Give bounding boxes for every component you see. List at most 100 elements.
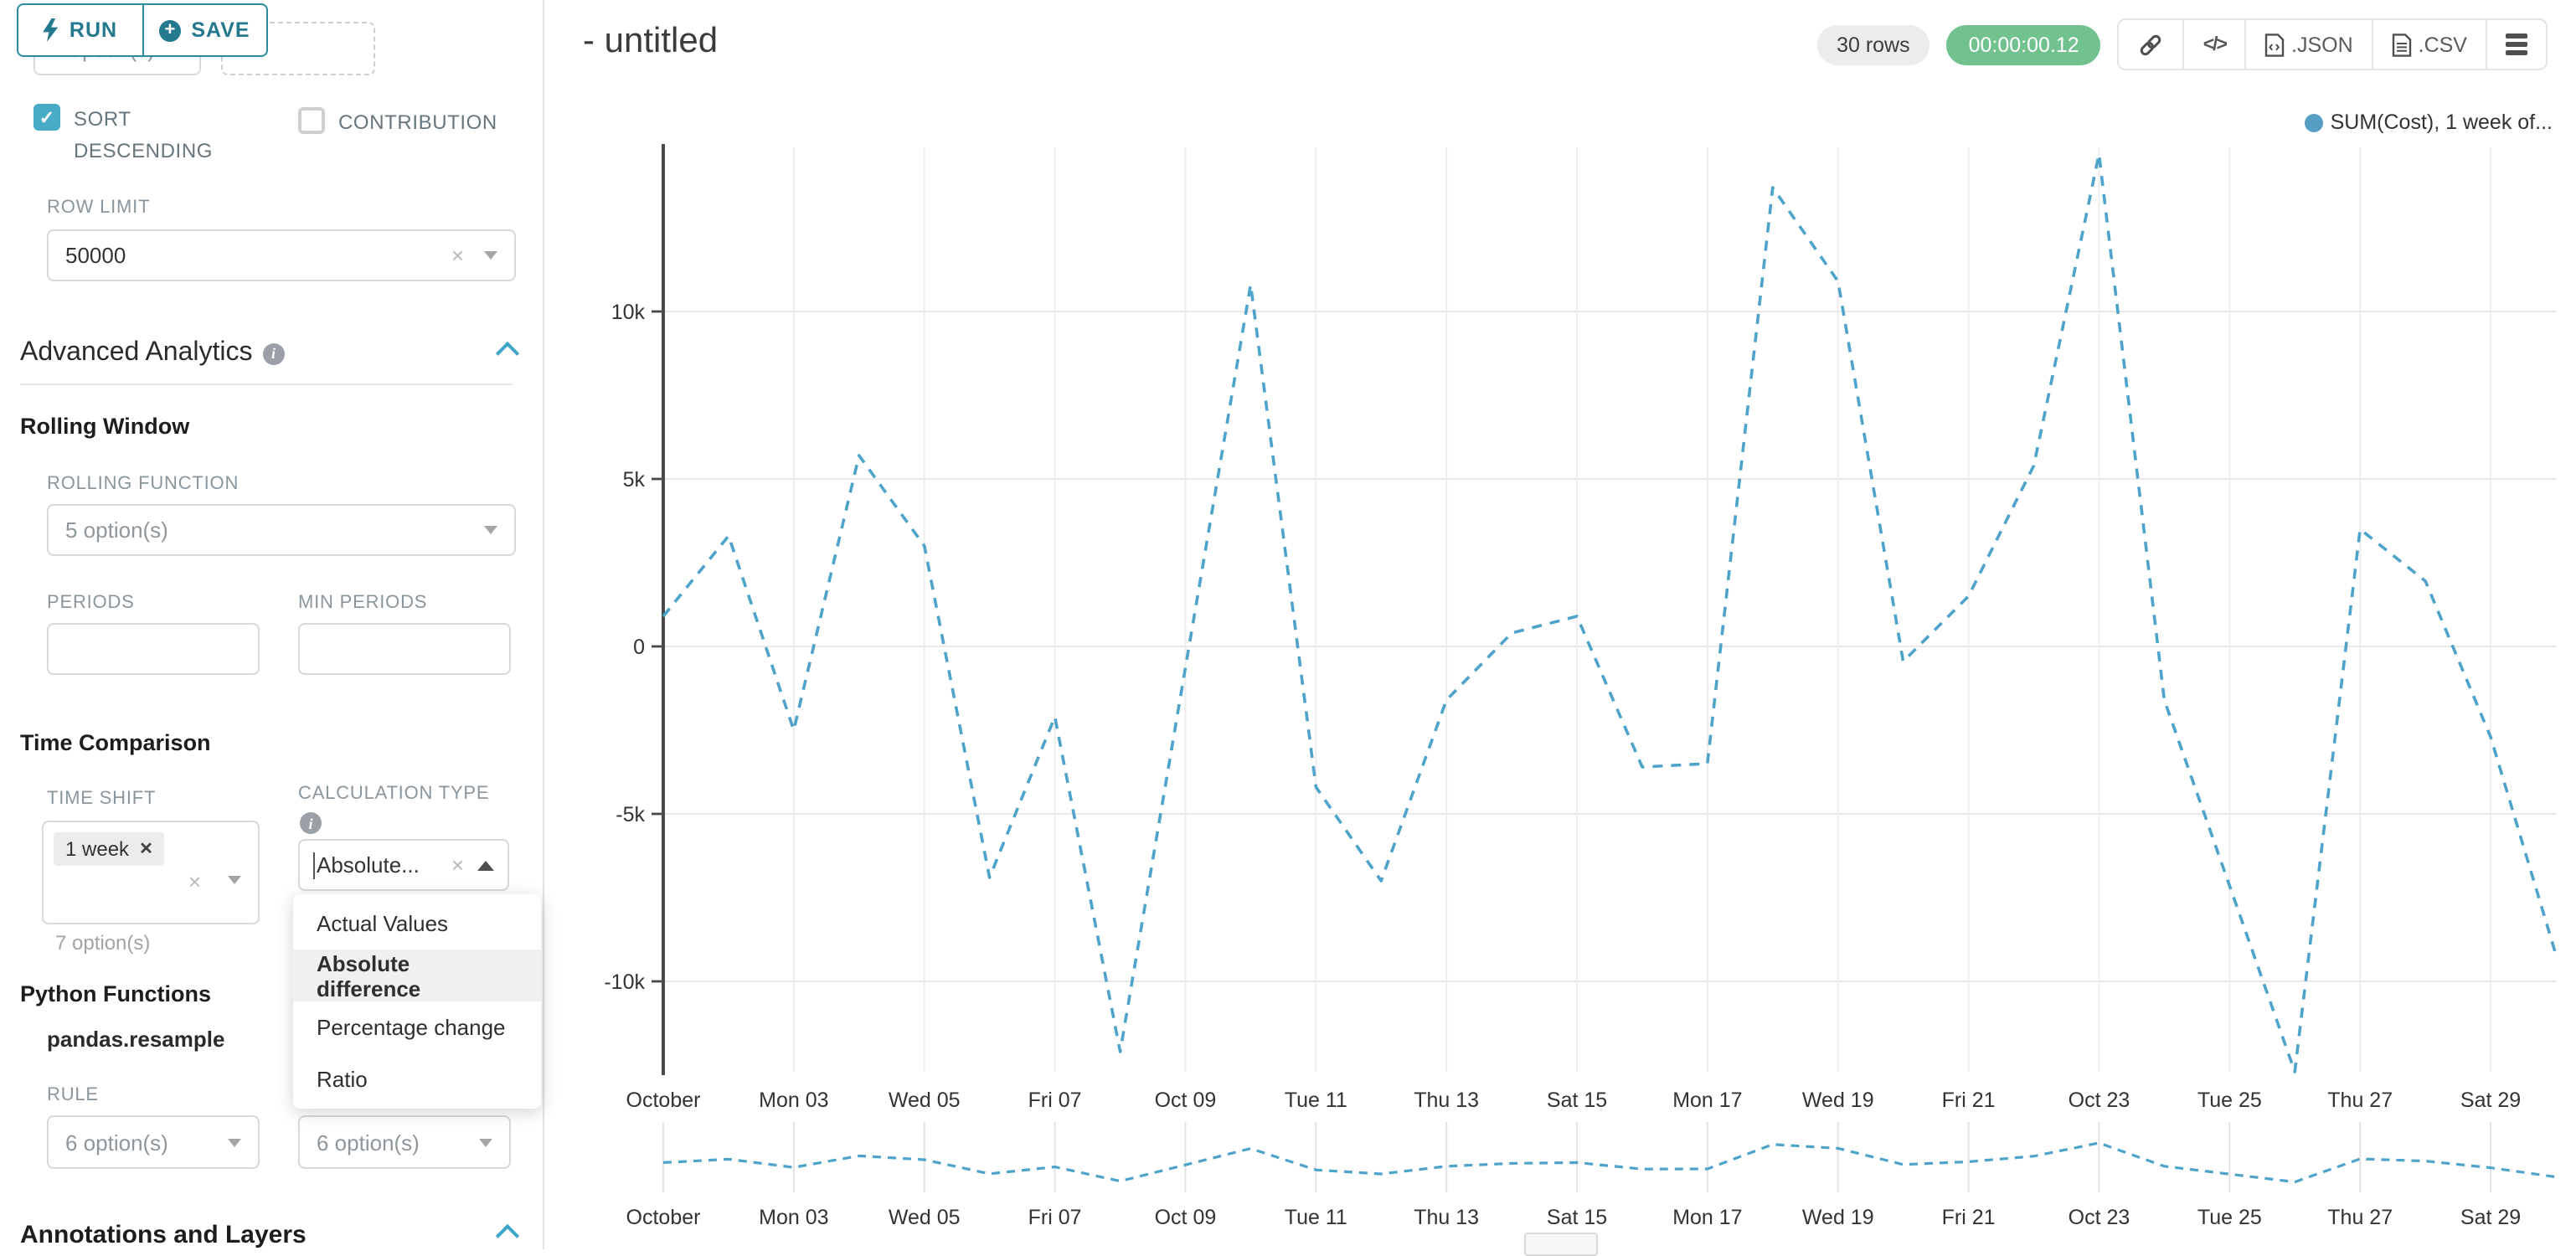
export-csv-button[interactable]: .CSV <box>2372 18 2487 70</box>
sort-descending-checkbox[interactable]: ✓ <box>33 104 60 131</box>
time-shift-tag[interactable]: 1 week ✕ <box>54 832 165 866</box>
lightning-icon <box>44 18 59 42</box>
annotations-header[interactable]: Annotations and Layers <box>20 1221 520 1249</box>
menu-option-1[interactable]: Absolute difference <box>293 950 541 1001</box>
time-shift-tag-label: 1 week <box>65 837 130 861</box>
rule-select[interactable]: 6 option(s) <box>47 1115 260 1169</box>
x-tick-label: Wed 05 <box>889 1089 961 1112</box>
run-save-toolbar: RUN + SAVE <box>17 3 268 57</box>
info-icon[interactable]: i <box>262 342 285 364</box>
row-limit-select[interactable]: 50000 × <box>47 229 516 281</box>
mini-x-tick-label: Mon 17 <box>1672 1206 1742 1229</box>
calculation-type-value: Absolute... <box>317 852 420 878</box>
rolling-function-label: ROLLING FUNCTION <box>47 474 240 494</box>
chevron-down-icon[interactable] <box>479 1138 492 1146</box>
export-csv-label: .CSV <box>2418 33 2467 56</box>
contribution-checkbox[interactable] <box>298 107 325 134</box>
advanced-analytics-header[interactable]: Advanced Analytics i <box>20 338 520 368</box>
plus-circle-icon: + <box>159 19 182 41</box>
x-tick-label: Oct 23 <box>2069 1089 2130 1112</box>
save-button[interactable]: + SAVE <box>142 5 266 55</box>
legend-dot-icon <box>2305 113 2324 131</box>
menu-option-0[interactable]: Actual Values <box>317 911 449 936</box>
min-periods-label: MIN PERIODS <box>298 593 428 613</box>
periods-input[interactable] <box>47 623 260 675</box>
run-button[interactable]: RUN <box>18 5 142 55</box>
contribution-label: CONTRIBUTION <box>338 111 497 134</box>
mini-x-tick-label: Thu 13 <box>1414 1206 1479 1229</box>
annotations-title: Annotations and Layers <box>20 1221 307 1249</box>
chart-title: - untitled <box>583 22 719 60</box>
more-options-button[interactable] <box>2487 18 2548 70</box>
resize-handle[interactable] <box>1524 1233 1598 1256</box>
x-tick-label: Mon 03 <box>759 1089 828 1112</box>
collapse-chevron-icon[interactable] <box>495 1223 520 1248</box>
info-icon[interactable]: i <box>300 812 322 834</box>
run-button-label: RUN <box>69 18 118 42</box>
rule-select-2[interactable]: 6 option(s) <box>298 1115 511 1169</box>
rolling-function-select[interactable]: 5 option(s) <box>47 504 516 556</box>
row-limit-value: 50000 <box>65 243 126 268</box>
chevron-down-icon[interactable] <box>228 1138 241 1146</box>
y-tick-label: 5k <box>623 468 646 492</box>
control-panel: 7 option(s) RUN + SAVE ✓ SORT DESCENDING… <box>0 0 544 1249</box>
chart-panel: - untitled 30 rows 00:00:00.12 </> <box>543 0 2576 1256</box>
time-shift-select[interactable]: 1 week ✕ × <box>42 821 260 924</box>
advanced-analytics-title: Advanced Analytics <box>20 338 253 367</box>
chevron-down-icon[interactable] <box>228 876 241 884</box>
clear-icon[interactable]: × <box>451 852 464 878</box>
x-tick-label: Thu 27 <box>2327 1089 2393 1112</box>
menu-option-2[interactable]: Percentage change <box>317 1015 506 1040</box>
query-timer-badge: 00:00:00.12 <box>1946 24 2101 64</box>
rule-label: RULE <box>47 1085 99 1105</box>
y-tick-label: 10k <box>611 301 646 324</box>
mini-x-tick-label: Fri 07 <box>1028 1206 1082 1229</box>
mini-x-tick-label: Tue 25 <box>2197 1206 2262 1229</box>
x-tick-label: Mon 17 <box>1672 1089 1742 1112</box>
clear-icon[interactable]: × <box>188 869 201 894</box>
sort-descending-label: SORT DESCENDING <box>74 107 214 162</box>
rule-value: 6 option(s) <box>65 1130 168 1155</box>
collapse-chevron-icon[interactable] <box>495 341 520 366</box>
time-shift-label: TIME SHIFT <box>47 789 157 809</box>
mini-x-tick-label: Sat 15 <box>1547 1206 1607 1229</box>
chart-legend[interactable]: SUM(Cost), 1 week of... <box>2305 111 2553 134</box>
x-tick-label: Wed 19 <box>1802 1089 1874 1112</box>
chevron-down-icon[interactable] <box>484 526 497 534</box>
code-icon: </> <box>2202 34 2228 54</box>
calculation-type-select[interactable]: Absolute... × <box>298 839 509 891</box>
link-icon <box>2141 33 2161 55</box>
x-tick-label: Fri 07 <box>1028 1089 1082 1112</box>
rule-value-2: 6 option(s) <box>317 1130 420 1155</box>
view-query-button[interactable]: </> <box>2184 18 2246 70</box>
x-tick-label: Tue 11 <box>1285 1089 1347 1112</box>
clear-icon[interactable]: × <box>451 243 464 268</box>
mini-x-tick-label: Tue 11 <box>1285 1206 1347 1229</box>
section-divider <box>20 383 513 385</box>
chevron-up-icon[interactable] <box>477 860 494 870</box>
menu-option-3[interactable]: Ratio <box>317 1067 368 1092</box>
mini-x-tick-label: October <box>626 1206 701 1229</box>
copy-link-button[interactable] <box>2117 18 2185 70</box>
min-periods-input[interactable] <box>298 623 511 675</box>
chart-canvas[interactable]: 10k 5k 0 -5k -10k October October Mon 03 Mon 03 W… <box>543 0 2576 1249</box>
mini-x-tick-label: Oct 09 <box>1155 1206 1217 1229</box>
mini-x-tick-label: Mon 03 <box>759 1206 828 1229</box>
export-json-button[interactable]: .JSON <box>2246 18 2373 70</box>
x-tick-label: Sat 15 <box>1547 1089 1607 1112</box>
x-tick-label: Thu 13 <box>1414 1089 1479 1112</box>
legend-label: SUM(Cost), 1 week of... <box>2330 111 2553 134</box>
mini-x-tick-label: Sat 29 <box>2460 1206 2521 1229</box>
json-file-icon <box>2264 33 2285 56</box>
contribution-control: CONTRIBUTION <box>298 107 497 138</box>
export-button-group: </> .JSON .CSV <box>2117 18 2548 70</box>
mini-x-tick-label: Thu 27 <box>2327 1206 2393 1229</box>
remove-tag-icon[interactable]: ✕ <box>139 840 153 858</box>
text-cursor <box>313 852 315 878</box>
chevron-down-icon[interactable] <box>484 251 497 260</box>
calculation-type-menu: Actual Values Absolute difference Percenta… <box>293 894 541 1109</box>
csv-file-icon <box>2392 33 2411 56</box>
mini-x-tick-label: Fri 21 <box>1942 1206 1996 1229</box>
x-tick-label: Fri 21 <box>1942 1089 1996 1112</box>
